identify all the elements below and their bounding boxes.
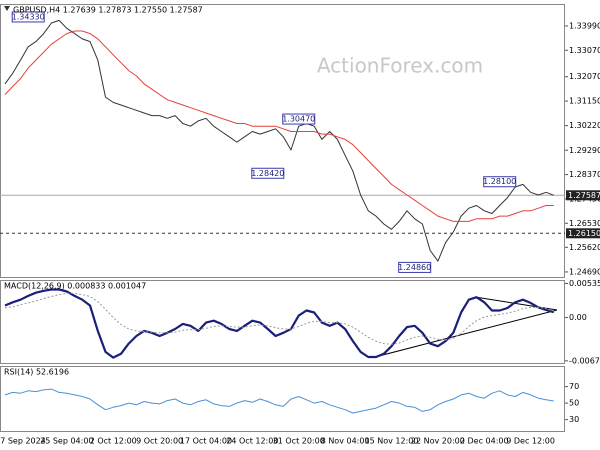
title-icon bbox=[4, 6, 10, 11]
y-tick-label: 1.32070 bbox=[569, 72, 600, 81]
y-tick-label: -0.006798 bbox=[569, 356, 600, 365]
price-level-label: 1.26150 bbox=[568, 229, 600, 238]
x-tick-label: 8 Nov 04:00 bbox=[321, 437, 370, 446]
series-line bbox=[4, 19, 554, 262]
y-tick-label: 1.24690 bbox=[569, 267, 600, 276]
annotation-box bbox=[483, 176, 517, 188]
x-tick-label: 17 Sep 2024 bbox=[0, 437, 46, 446]
y-tick-label: 1.25620 bbox=[569, 243, 600, 252]
y-tick-label: 1.31150 bbox=[569, 97, 600, 106]
series-line bbox=[4, 288, 555, 359]
panel-frame bbox=[0, 4, 565, 278]
x-tick-label: 2 Dec 04:00 bbox=[460, 437, 509, 446]
x-tick-label: 9 Dec 12:00 bbox=[506, 437, 555, 446]
price-level-label: 1.27587 bbox=[568, 191, 600, 200]
x-tick-label: 9 Oct 20:00 bbox=[136, 437, 183, 446]
annotation-box bbox=[251, 167, 285, 179]
x-tick-label: 22 Nov 20:00 bbox=[411, 437, 465, 446]
panel-frame bbox=[0, 280, 565, 364]
x-tick-label: 25 Sep 04:00 bbox=[40, 437, 93, 446]
x-tick-label: 2 Oct 12:00 bbox=[90, 437, 137, 446]
y-tick-label: 1.29290 bbox=[569, 146, 600, 155]
y-tick-label: 0.00 bbox=[569, 313, 587, 322]
price-level-box bbox=[566, 190, 600, 201]
y-tick-label: 1.28370 bbox=[569, 170, 600, 179]
y-tick-label: 1.33990 bbox=[569, 21, 600, 30]
annotation-label: 1.28100 bbox=[483, 177, 516, 186]
panel-frame bbox=[0, 366, 565, 432]
x-tick-label: 24 Oct 12:00 bbox=[226, 437, 278, 446]
y-tick-label: 1.30220 bbox=[569, 121, 600, 130]
panel-title: GBPUSD,H4 1.27639 1.27873 1.27550 1.2758… bbox=[13, 6, 203, 15]
y-tick-label: 1.26530 bbox=[569, 219, 600, 228]
annotation-label: 1.34330 bbox=[12, 12, 45, 21]
series-line bbox=[4, 30, 554, 222]
x-tick-label: 17 Oct 04:00 bbox=[180, 437, 232, 446]
watermark: ActionForex.com bbox=[317, 54, 483, 78]
price-level-box bbox=[566, 228, 600, 239]
y-tick-label: 70 bbox=[569, 382, 579, 391]
x-tick-label: 31 Oct 20:00 bbox=[273, 437, 325, 446]
y-tick-label: 30 bbox=[569, 415, 579, 424]
annotation-label: 1.30470 bbox=[282, 115, 315, 124]
x-tick-label: 15 Nov 12:00 bbox=[365, 437, 419, 446]
y-tick-label: 50 bbox=[569, 399, 579, 408]
annotation-box bbox=[282, 113, 316, 125]
trend-line bbox=[374, 309, 558, 358]
y-tick-label: 1.33070 bbox=[569, 46, 600, 55]
panel-title: RSI(14) 52.6196 bbox=[4, 368, 69, 377]
y-tick-label: 0.005359 bbox=[569, 279, 600, 288]
annotation-label: 1.24860 bbox=[398, 263, 431, 272]
panel-title: MACD(12,26,9) 0.000833 0.001047 bbox=[4, 282, 146, 291]
series-line bbox=[4, 388, 554, 414]
annotation-label: 1.28420 bbox=[251, 169, 284, 178]
annotation-box bbox=[398, 261, 432, 273]
annotation-box bbox=[11, 11, 45, 23]
trend-line bbox=[474, 296, 558, 311]
